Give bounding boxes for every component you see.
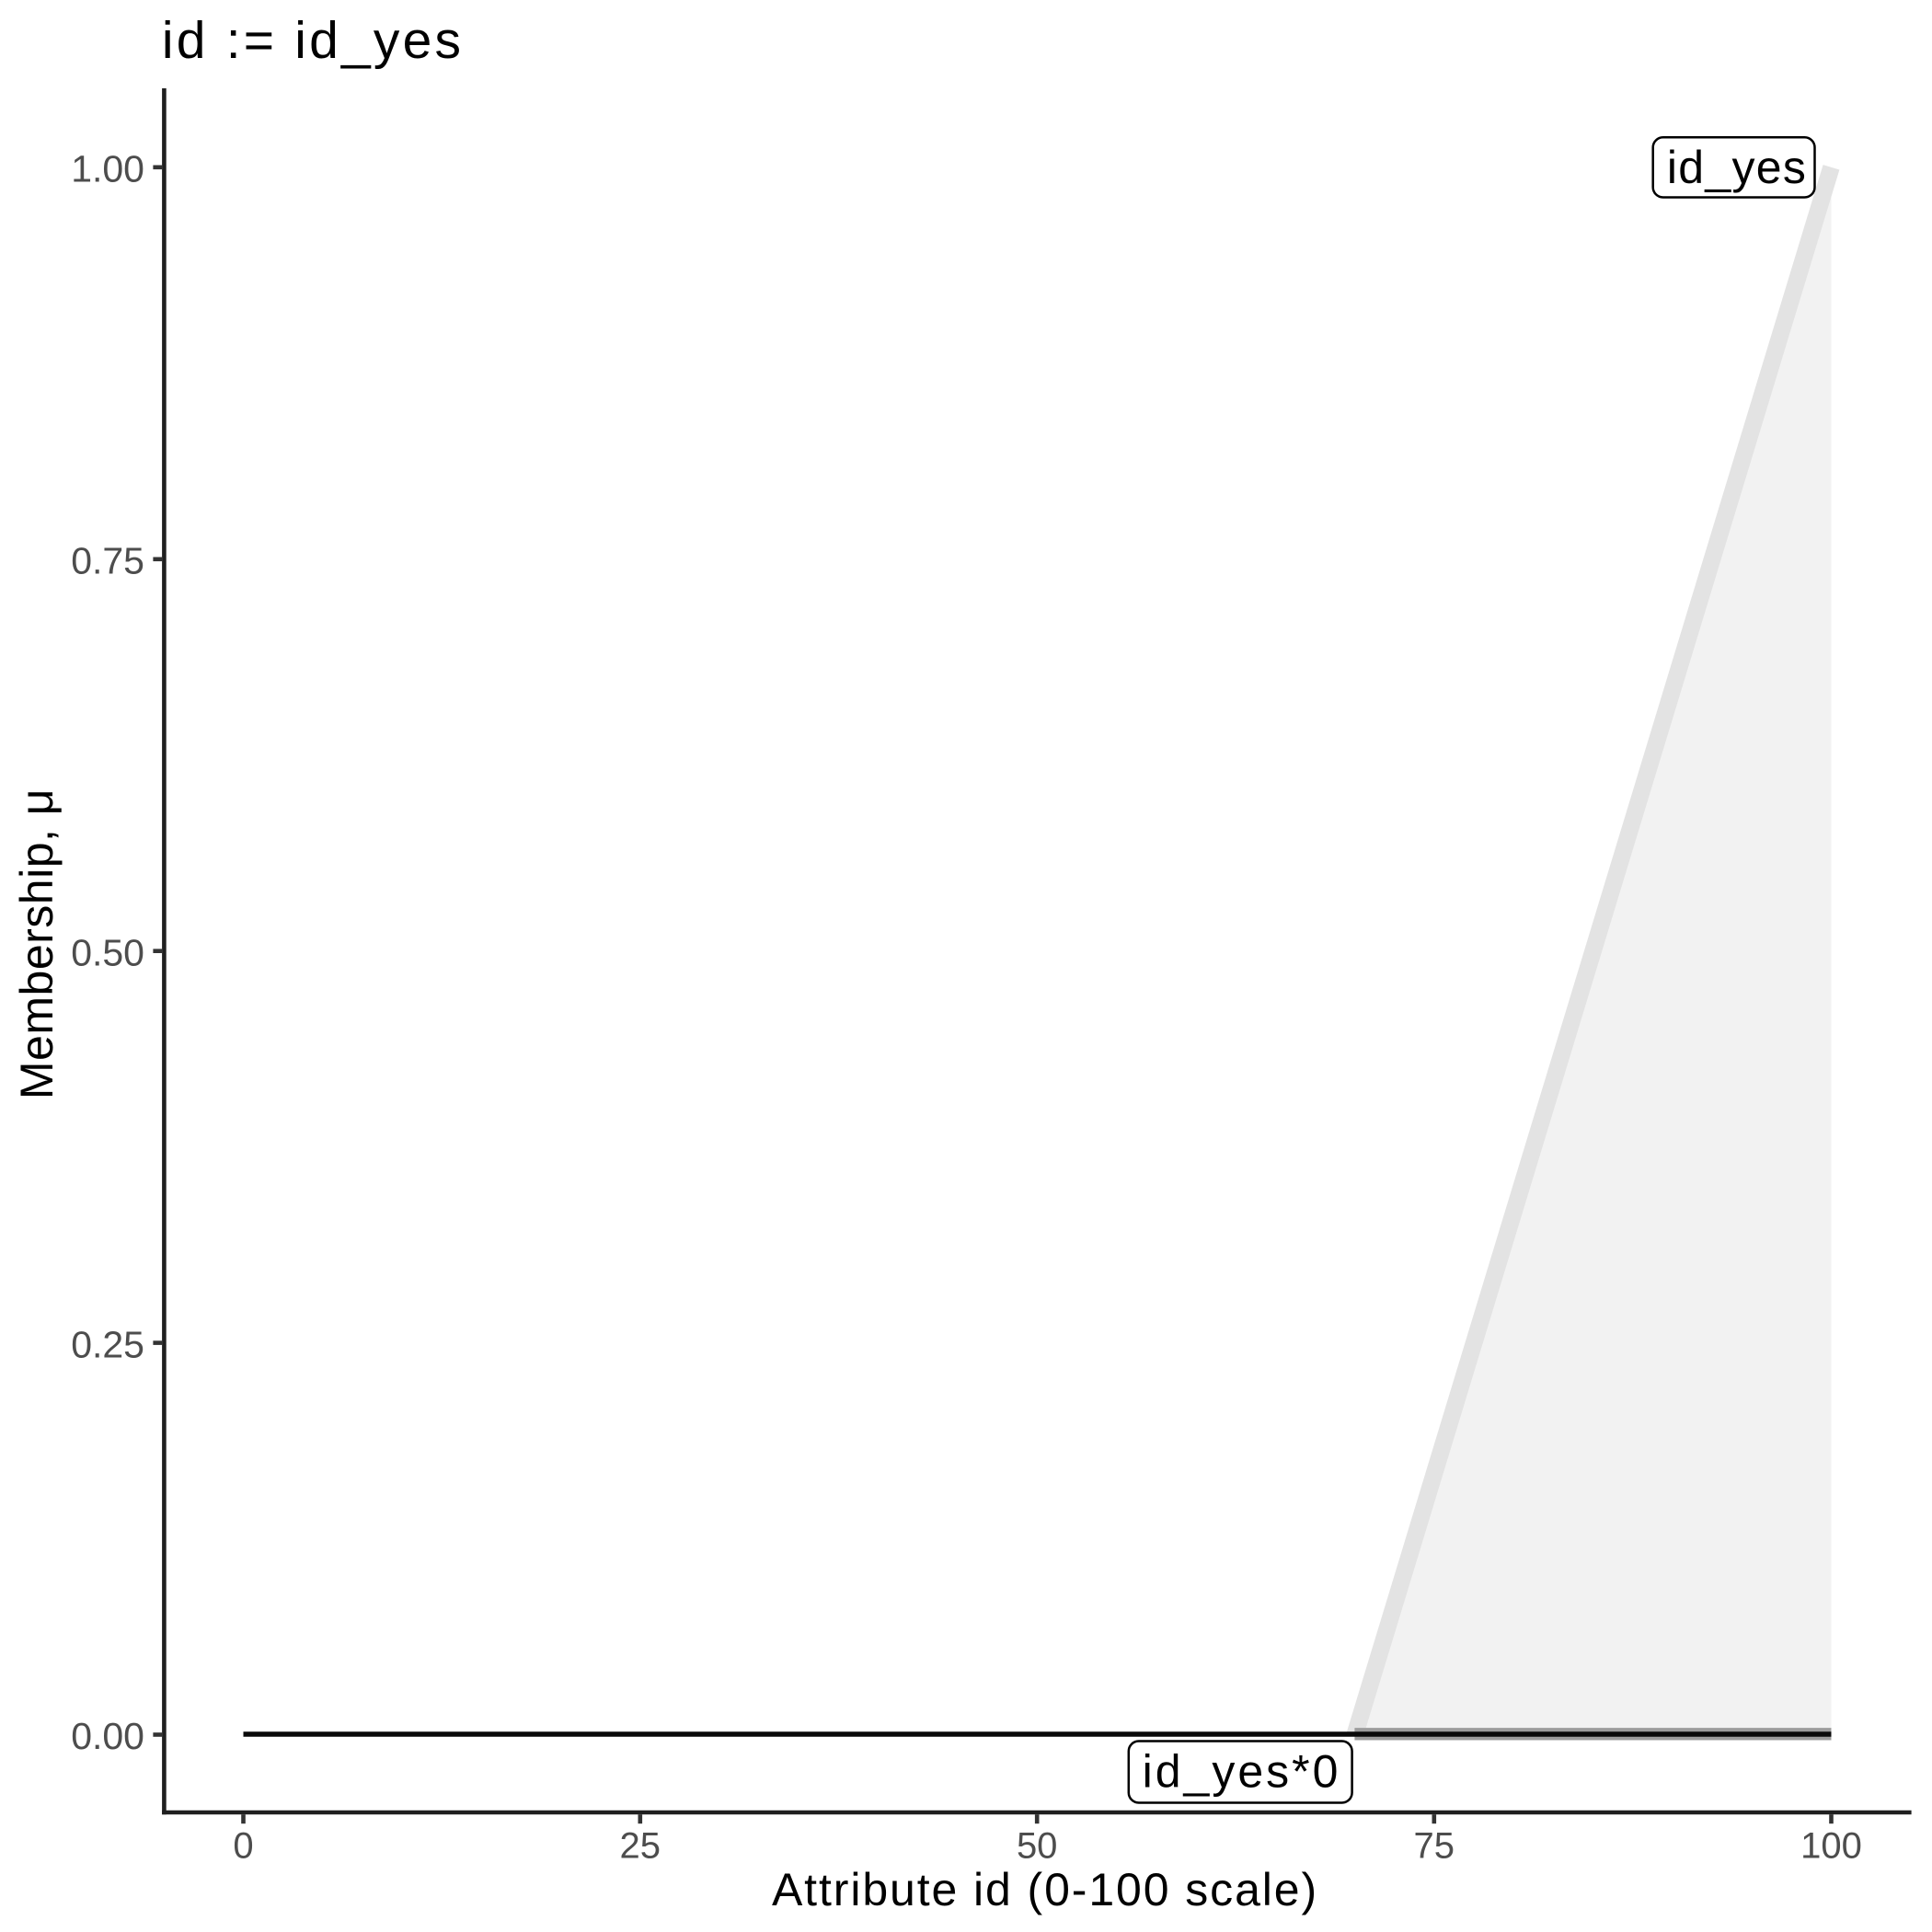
svg-text:Attribute id (0-100 scale): Attribute id (0-100 scale) <box>772 1864 1318 1915</box>
svg-text:1.00: 1.00 <box>71 148 144 190</box>
svg-text:0.00: 0.00 <box>71 1715 144 1757</box>
svg-text:75: 75 <box>1414 1826 1455 1867</box>
svg-text:Membership, μ: Membership, μ <box>11 788 63 1099</box>
svg-text:50: 50 <box>1017 1826 1058 1867</box>
svg-text:0: 0 <box>233 1826 253 1867</box>
svg-text:0.25: 0.25 <box>71 1323 144 1365</box>
svg-text:id_yes: id_yes <box>1667 142 1807 193</box>
svg-text:100: 100 <box>1800 1826 1862 1867</box>
svg-text:id := id_yes: id := id_yes <box>162 11 464 70</box>
svg-text:25: 25 <box>620 1826 661 1867</box>
svg-text:0.50: 0.50 <box>71 931 144 973</box>
svg-text:0.75: 0.75 <box>71 540 144 582</box>
svg-text:id_yes*0: id_yes*0 <box>1143 1746 1341 1798</box>
